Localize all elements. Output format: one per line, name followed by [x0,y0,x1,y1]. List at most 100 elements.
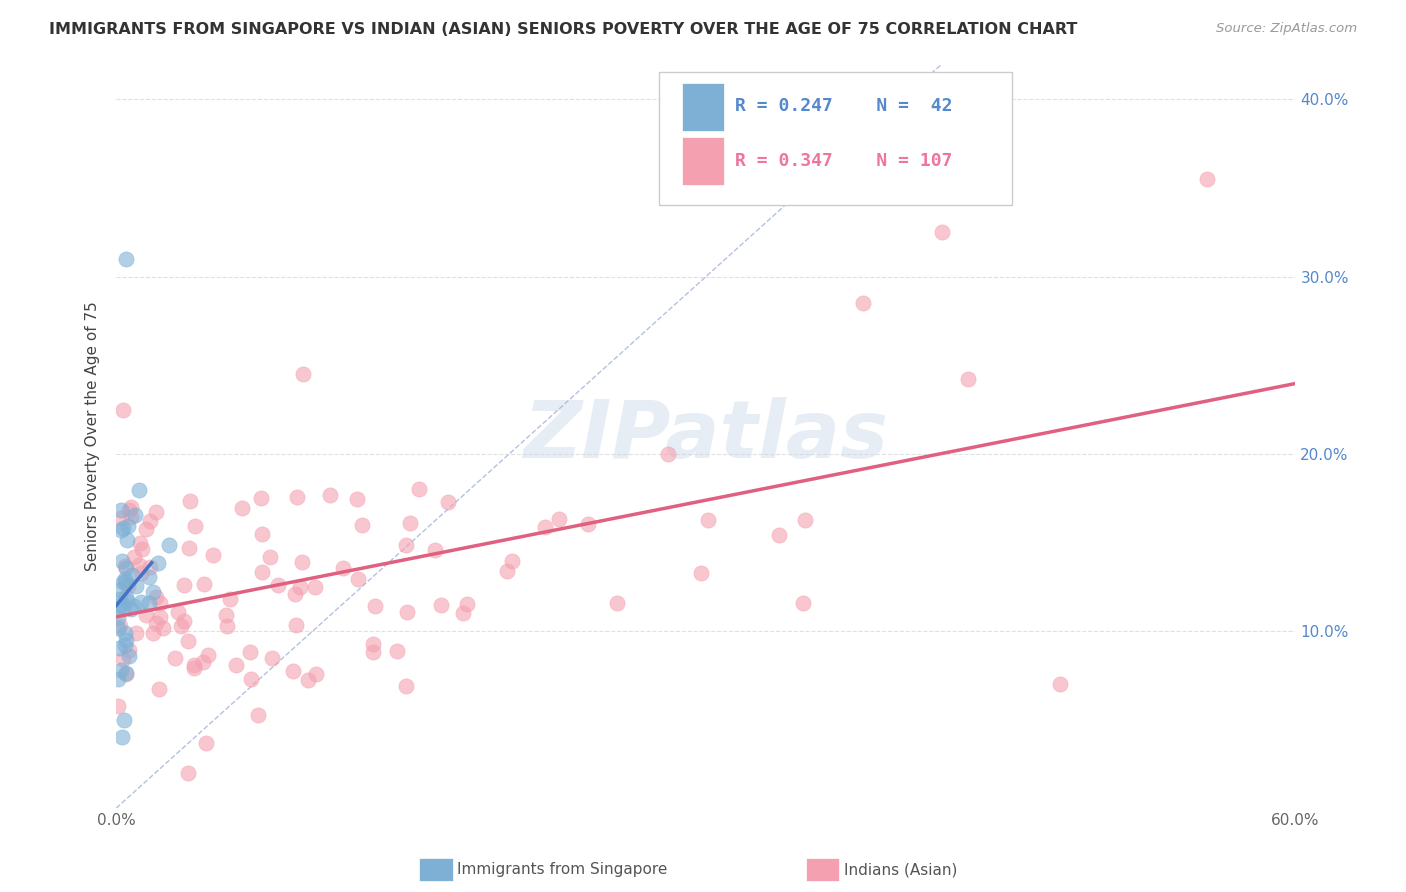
Point [281,664,304,678]
Point [121,567,143,582]
Point [346,492,368,507]
Point [194,736,217,750]
Point [114,572,136,586]
Point [115,591,138,605]
Point [430,599,453,613]
Point [291,367,314,381]
Point [117,519,139,533]
Point [125,578,148,592]
Point [122,599,145,613]
Text: Source: ZipAtlas.com: Source: ZipAtlas.com [1216,22,1357,36]
FancyBboxPatch shape [682,83,724,131]
Point [606,596,628,610]
Point [128,483,150,498]
Point [259,549,281,564]
Point [110,502,132,516]
Text: Indians (Asian): Indians (Asian) [844,863,957,877]
Point [217,619,239,633]
Point [135,522,157,536]
Point [112,652,135,666]
Point [157,538,180,552]
Point [219,591,242,606]
Point [135,607,157,622]
Point [260,651,283,665]
Point [387,644,409,658]
Point [111,600,134,615]
Point [149,596,172,610]
Point [291,555,314,569]
Point [118,643,141,657]
Point [142,626,165,640]
Point [118,648,141,663]
Point [107,673,129,687]
Point [534,520,557,534]
Point [110,524,132,538]
Point [121,601,143,615]
Text: ZIPatlas: ZIPatlas [523,397,889,475]
Point [197,648,219,663]
Point [249,491,271,505]
Point [347,572,370,586]
Point [852,296,875,310]
Point [114,632,136,647]
Point [115,594,138,608]
Point [768,528,790,542]
Point [1049,677,1071,691]
Point [361,645,384,659]
Point [184,518,207,533]
Point [183,658,205,673]
Point [110,597,132,611]
Point [548,512,571,526]
Point [297,673,319,688]
Point [117,578,139,592]
Point [247,708,270,723]
Point [191,656,214,670]
Point [138,514,160,528]
Point [107,601,129,615]
Point [285,491,308,505]
Point [173,578,195,592]
Point [305,666,328,681]
Point [114,667,136,681]
Point [146,556,169,570]
Point [111,520,134,534]
Point [173,614,195,628]
Point [239,645,262,659]
Point [138,597,160,611]
Point [437,495,460,509]
Point [128,558,150,572]
Point [115,533,138,547]
Point [138,569,160,583]
Point [145,615,167,630]
Point [395,605,418,619]
Point [957,372,980,386]
Text: Immigrants from Singapore: Immigrants from Singapore [457,863,668,877]
Point [239,672,262,686]
Point [114,665,136,680]
Point [167,606,190,620]
Point [231,500,253,515]
Point [451,607,474,621]
Point [145,590,167,604]
Point [332,561,354,575]
Point [110,619,132,633]
Point [176,765,198,780]
Point [179,493,201,508]
Point [124,550,146,565]
Text: IMMIGRANTS FROM SINGAPORE VS INDIAN (ASIAN) SENIORS POVERTY OVER THE AGE OF 75 C: IMMIGRANTS FROM SINGAPORE VS INDIAN (ASI… [49,22,1077,37]
Point [395,538,418,552]
Point [120,510,142,524]
Point [304,580,326,594]
Point [111,730,134,744]
Point [142,585,165,599]
Point [496,564,519,578]
Point [131,541,153,556]
FancyBboxPatch shape [682,137,724,186]
Point [114,558,136,573]
Point [111,554,134,568]
Point [176,634,198,648]
Point [250,527,273,541]
Point [115,252,138,266]
Point [1195,172,1218,186]
Text: R = 0.347    N = 107: R = 0.347 N = 107 [735,152,953,169]
